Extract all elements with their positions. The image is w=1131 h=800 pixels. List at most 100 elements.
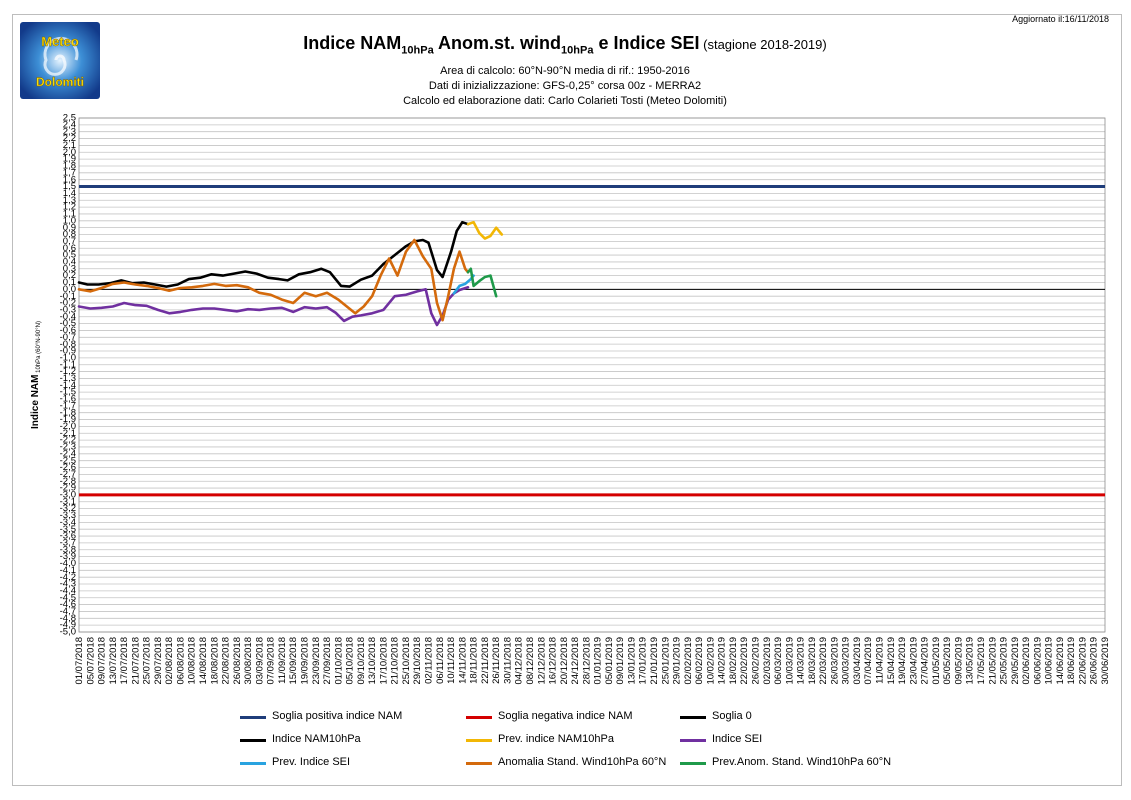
legend-label: Soglia negativa indice NAM (498, 710, 633, 722)
y-tick-label: -0,3 (60, 304, 76, 315)
x-tick-label: 26/06/2019 (1089, 637, 1100, 685)
y-tick-label: 0,2 (63, 270, 76, 281)
x-tick-label: 07/04/2019 (863, 637, 874, 685)
x-tick-label: 25/05/2019 (999, 637, 1010, 685)
x-tick-label: 09/01/2019 (615, 637, 626, 685)
x-tick-label: 17/01/2019 (638, 637, 649, 685)
y-tick-label: -2,6 (60, 462, 76, 473)
y-tick-label: -0,5 (60, 318, 76, 329)
y-tick-label: -3,4 (60, 517, 76, 528)
x-tick-label: 22/06/2019 (1077, 637, 1088, 685)
x-tick-label: 11/04/2019 (875, 637, 886, 684)
x-tick-label: 23/04/2019 (908, 637, 919, 685)
y-tick-label: -2,2 (60, 435, 76, 446)
x-tick-label: 10/02/2019 (705, 637, 716, 685)
y-tick-label: -2,3 (60, 442, 76, 453)
y-tick-label: -2,1 (60, 428, 76, 439)
x-tick-label: 13/07/2018 (108, 637, 119, 685)
x-tick-label: 09/07/2018 (97, 637, 108, 685)
x-tick-label: 03/04/2019 (852, 637, 863, 685)
x-tick-label: 14/06/2019 (1055, 637, 1066, 685)
y-tick-label: -0,4 (60, 311, 76, 322)
y-tick-label: -2,0 (60, 421, 76, 432)
x-tick-label: 10/03/2019 (784, 637, 795, 685)
y-tick-label: 0,0 (63, 284, 76, 295)
y-tick-label: 0,3 (63, 263, 76, 274)
y-tick-label: -2,9 (60, 483, 76, 494)
y-tick-label: -0,2 (60, 298, 76, 309)
y-tick-label: -4,4 (60, 585, 76, 596)
y-tick-label: -2,5 (60, 455, 76, 466)
y-tick-label: 0,7 (63, 236, 76, 247)
x-tick-label: 22/08/2018 (221, 637, 232, 685)
legend-label: Anomalia Stand. Wind10hPa 60°N (498, 756, 667, 768)
y-tick-label: -0,6 (60, 325, 76, 336)
x-tick-label: 29/01/2019 (672, 637, 683, 685)
legend-swatch (680, 716, 706, 719)
updated-date: Aggiornato il:16/11/2018 (1012, 14, 1109, 24)
x-tick-label: 06/02/2019 (694, 637, 705, 685)
y-tick-label: 1,2 (63, 202, 76, 213)
y-tick-label: -3,2 (60, 503, 76, 514)
x-tick-label: 26/03/2019 (829, 637, 840, 685)
x-tick-label: 26/08/2018 (232, 637, 243, 685)
x-tick-label: 09/05/2019 (953, 637, 964, 685)
x-tick-label: 01/07/2018 (74, 637, 85, 685)
x-tick-label: 20/12/2018 (559, 637, 570, 685)
x-tick-label: 18/06/2019 (1066, 637, 1077, 685)
y-tick-label: -2,8 (60, 476, 76, 487)
x-tick-label: 10/08/2018 (187, 637, 198, 685)
subtitle-data: Dati di inizializzazione: GFS-0,25° cors… (428, 79, 702, 92)
y-tick-label: 0,5 (63, 250, 76, 261)
x-tick-label: 02/03/2019 (762, 637, 773, 685)
y-axis-title: Indice NAM 10hPa (60°N-90°N) (30, 321, 42, 429)
y-tick-label: -0,9 (60, 346, 76, 357)
x-tick-label: 05/01/2019 (604, 637, 615, 685)
y-tick-label: 0,8 (63, 229, 76, 240)
x-tick-label: 15/09/2018 (288, 637, 299, 685)
x-tick-label: 14/08/2018 (198, 637, 209, 685)
y-tick-label: 0,9 (63, 222, 76, 233)
x-tick-label: 18/02/2019 (728, 637, 739, 685)
x-tick-label: 02/02/2019 (683, 637, 694, 685)
x-tick-label: 06/06/2019 (1032, 637, 1043, 685)
y-tick-label: -1,4 (60, 380, 76, 391)
x-tick-label: 17/07/2018 (119, 637, 130, 685)
x-tick-label: 26/02/2019 (750, 637, 761, 685)
x-tick-label: 08/12/2018 (525, 637, 536, 685)
legend-swatch (466, 716, 492, 719)
x-tick-label: 11/09/2018 (277, 637, 288, 684)
y-tick-label: 1,8 (63, 161, 76, 172)
x-tick-label: 18/03/2019 (807, 637, 818, 685)
y-tick-label: 2,5 (63, 113, 76, 124)
x-tick-label: 21/10/2018 (390, 637, 401, 685)
y-tick-label: 1,0 (63, 215, 76, 226)
y-tick-label: -4,0 (60, 558, 76, 569)
x-tick-label: 30/03/2019 (841, 637, 852, 685)
y-tick-label: 1,4 (63, 188, 76, 199)
x-tick-label: 29/05/2019 (1010, 637, 1021, 685)
y-tick-label: -1,1 (60, 359, 76, 370)
x-tick-label: 21/07/2018 (130, 637, 141, 685)
y-tick-label: 1,9 (63, 154, 76, 165)
y-tick-label: -0,7 (60, 332, 76, 343)
y-tick-label: -3,1 (60, 496, 76, 507)
x-tick-label: 27/09/2018 (322, 637, 333, 685)
series-line (466, 267, 498, 298)
legend-swatch (466, 762, 492, 765)
y-tick-label: -3,5 (60, 524, 76, 535)
y-tick-label: 1,6 (63, 174, 76, 185)
x-tick-label: 14/11/2018 (457, 637, 468, 684)
x-tick-label: 25/01/2019 (660, 637, 671, 685)
x-tick-label: 17/05/2019 (976, 637, 987, 685)
y-tick-label: -1,7 (60, 400, 76, 411)
legend-label: Indice SEI (712, 733, 763, 745)
y-tick-label: 1,5 (63, 181, 76, 192)
title-block: Indice NAM10hPa Anom.st. wind10hPa e Ind… (200, 30, 930, 109)
x-tick-label: 07/09/2018 (266, 637, 277, 685)
x-tick-label: 21/05/2019 (987, 637, 998, 685)
x-tick-label: 22/11/2018 (480, 637, 491, 684)
y-tick-label: 2,4 (63, 119, 76, 130)
x-tick-label: 22/02/2019 (739, 637, 750, 685)
y-tick-label: 0,6 (63, 243, 76, 254)
